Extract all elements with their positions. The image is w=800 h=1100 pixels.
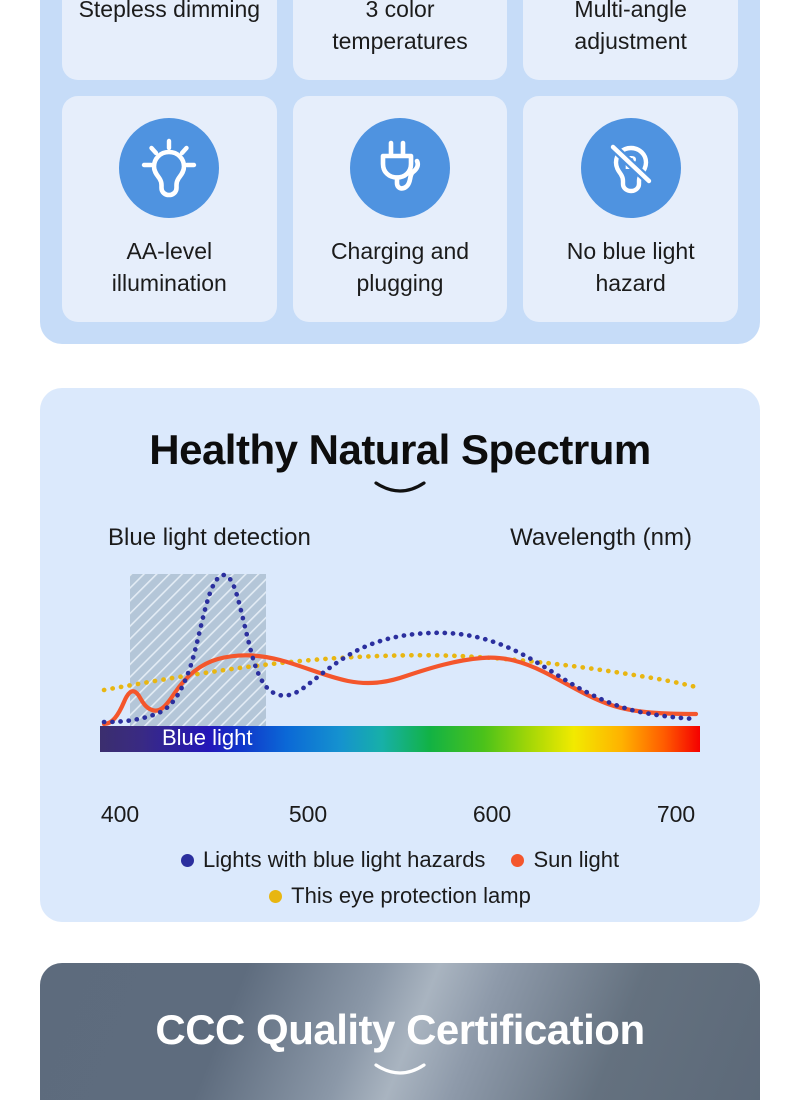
lightbulb-rays-icon (119, 118, 220, 218)
spectrum-panel: Healthy Natural Spectrum Blue light dete… (40, 388, 760, 922)
legend-item-sun-light[interactable]: Sun light (511, 847, 619, 873)
blue-light-band (130, 574, 266, 726)
legend-item-eye-protection-lamp[interactable]: This eye protection lamp (269, 883, 531, 909)
visible-spectrum-bar (100, 726, 700, 752)
power-plug-icon (349, 118, 450, 218)
feature-card-no-blue-light[interactable]: B No blue light hazard (523, 96, 738, 322)
x-tick-400: 400 (100, 801, 140, 827)
legend-dot-icon (511, 853, 525, 867)
legend-label: Sun light (533, 847, 620, 872)
feature-card-multi-angle[interactable]: Multi-angle adjustment (523, 0, 738, 80)
feature-label: 3 color temperatures (332, 0, 468, 54)
series-sun-light (101, 653, 699, 727)
x-tick-700: 700 (656, 801, 696, 827)
features-panel: Stepless dimming 3 color temperatures (40, 0, 760, 344)
page-title: Healthy Natural Spectrum (149, 426, 651, 473)
x-tick-500: 500 (288, 801, 328, 827)
x-tick-600: 600 (472, 801, 512, 827)
feature-card-stepless-dimming[interactable]: Stepless dimming (62, 0, 277, 80)
chart-captions: Blue light detection Wavelength (nm) (40, 498, 760, 552)
ccc-underline-arc (374, 1063, 426, 1075)
legend-label: Lights with blue light hazards (202, 847, 486, 872)
spectrum-chart-svg (100, 572, 700, 752)
feature-label: AA-level illumination (111, 238, 227, 296)
chart-legend: Lights with blue light hazards Sun light… (40, 847, 760, 909)
series-blue-light-hazards (101, 572, 699, 725)
title-underline-arc (374, 481, 426, 493)
feature-card-charging-plugging[interactable]: Charging and plugging (292, 96, 508, 322)
feature-card-aa-level-illumination[interactable]: AA-level illumination (62, 96, 277, 322)
legend-row-secondary: This eye protection lamp (269, 883, 531, 909)
feature-label: Charging and plugging (330, 238, 470, 296)
ccc-certification-panel: CCC Quality Certification (40, 963, 760, 1100)
ccc-title: CCC Quality Certification (155, 1006, 645, 1053)
no-blue-light-icon: B (580, 118, 681, 218)
feature-label: Stepless dimming (78, 0, 261, 22)
spectrum-chart: Blue light (100, 566, 700, 801)
feature-grid: Stepless dimming 3 color temperatures (62, 0, 738, 322)
feature-card-color-temperatures[interactable]: 3 color temperatures (292, 0, 508, 80)
chart-left-caption: Blue light detection (108, 524, 311, 551)
x-axis-ticks: 400 500 600 700 (100, 801, 700, 831)
legend-dot-icon (269, 889, 283, 903)
legend-dot-icon (180, 853, 194, 867)
feature-label: No blue light hazard (566, 238, 695, 296)
legend-row-primary: Lights with blue light hazards Sun light (180, 847, 619, 873)
feature-label: Multi-angle adjustment (574, 0, 687, 54)
legend-item-blue-light-hazards[interactable]: Lights with blue light hazards (180, 847, 486, 873)
series-eye-protection-lamp (101, 652, 699, 693)
legend-label: This eye protection lamp (291, 883, 531, 908)
chart-right-caption: Wavelength (nm) (510, 524, 692, 551)
